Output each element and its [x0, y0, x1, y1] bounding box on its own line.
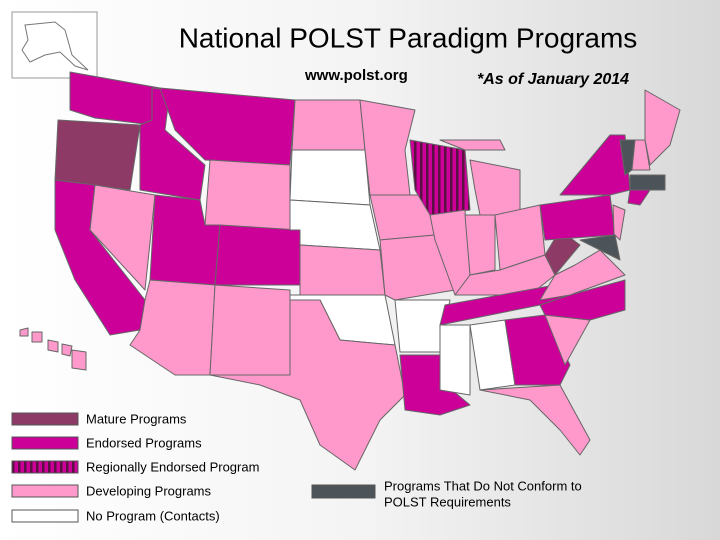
- legend-swatch: [11, 509, 79, 523]
- legend-label: Endorsed Programs: [86, 435, 202, 450]
- state: [71, 349, 87, 371]
- state: [289, 149, 371, 206]
- url: www.polst.org: [304, 67, 408, 84]
- legend-label: Mature Programs: [86, 411, 187, 426]
- state: [209, 299, 406, 471]
- states: [19, 71, 681, 471]
- state: [47, 339, 59, 353]
- alaska: [21, 21, 89, 71]
- state: [89, 184, 156, 291]
- state: [627, 189, 651, 206]
- state: [204, 159, 291, 231]
- legend-label: Developing Programs: [86, 483, 212, 498]
- state: [291, 99, 366, 151]
- state: [644, 89, 681, 166]
- state: [464, 214, 496, 276]
- legend-swatch: [11, 484, 79, 498]
- state: [539, 249, 626, 301]
- state: [439, 324, 471, 396]
- legend-swatch: [311, 484, 376, 499]
- state: [54, 119, 141, 191]
- state: [289, 199, 381, 251]
- legend-swatch: [11, 460, 79, 474]
- state: [629, 174, 666, 191]
- state: [579, 234, 621, 261]
- state: [379, 234, 456, 301]
- state: [214, 224, 301, 286]
- state: [69, 71, 161, 126]
- legend: Mature Programs Endorsed Programs Region…: [11, 411, 582, 523]
- state: [209, 284, 291, 376]
- state: [612, 204, 626, 241]
- state: [479, 384, 591, 456]
- title: National POLST Paradigm Programs: [179, 22, 638, 53]
- state: [31, 331, 43, 343]
- state: [299, 244, 386, 296]
- legend-label: No Program (Contacts): [86, 508, 220, 523]
- state: [631, 139, 651, 171]
- state: [19, 327, 29, 337]
- legend-swatch: [11, 436, 79, 450]
- legend-label: Regionally Endorsed Program: [86, 459, 259, 474]
- legend-label: POLST Requirements: [384, 494, 511, 509]
- legend-swatch: [11, 412, 79, 426]
- state: [439, 139, 506, 151]
- state: [61, 343, 73, 357]
- legend-label: Programs That Do Not Conform to: [384, 478, 582, 493]
- date-note: *As of January 2014: [477, 71, 629, 88]
